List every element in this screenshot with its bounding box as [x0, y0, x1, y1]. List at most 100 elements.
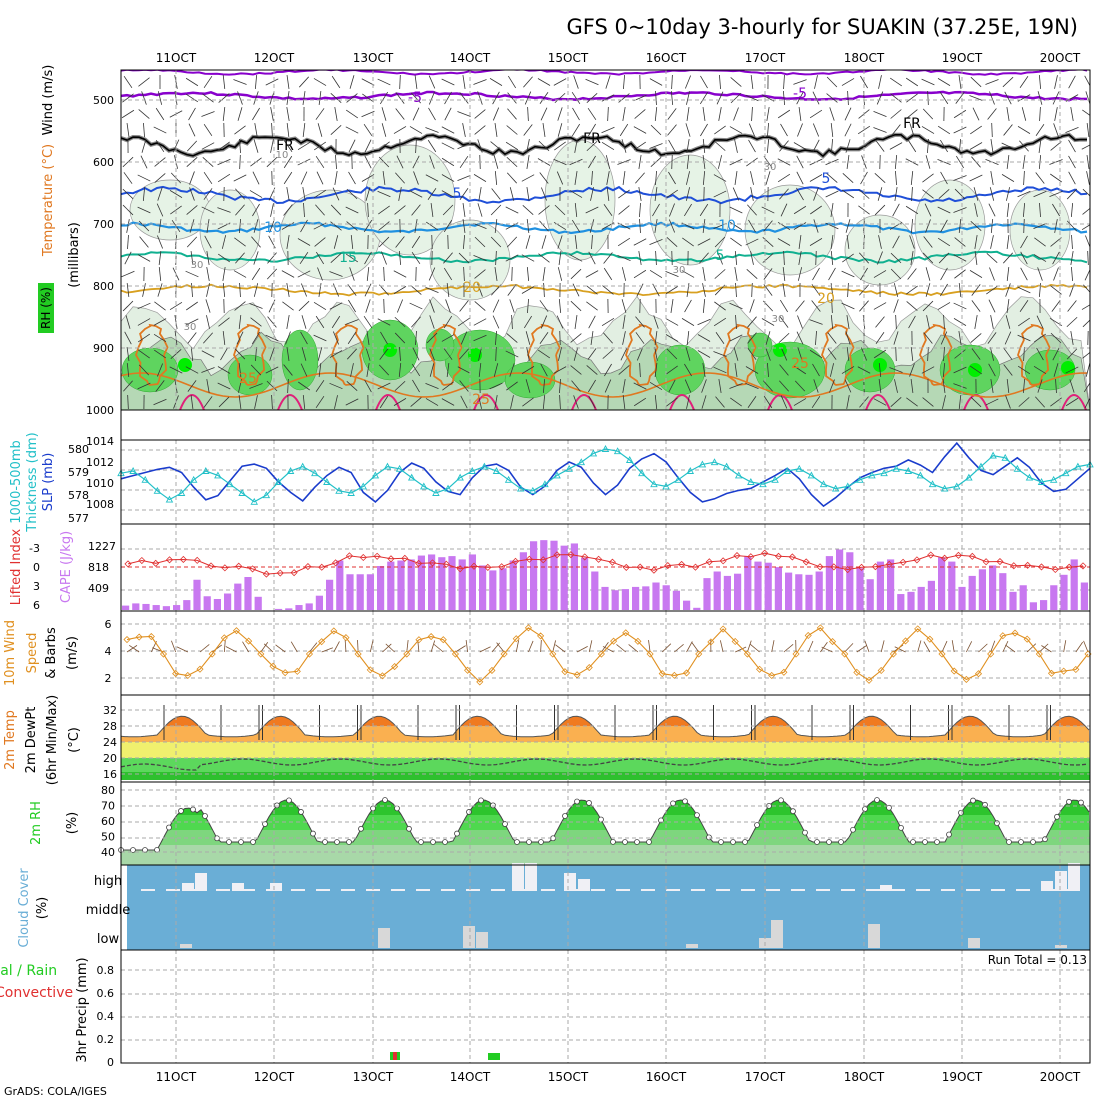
- wind-barb: [494, 267, 498, 281]
- ylabel-temp2m-3: (6hr Min/Max): [45, 695, 60, 785]
- wind-barb: [253, 283, 259, 297]
- wind10-marker: [646, 650, 654, 658]
- lifted-index-marker: [788, 553, 796, 561]
- wind-barb: [137, 174, 151, 182]
- wind10-barb: [455, 645, 466, 653]
- wind-barb: [909, 123, 915, 137]
- wind-barb: [953, 254, 967, 262]
- wind-barb: [779, 299, 789, 313]
- cloud-high-trace: [141, 889, 155, 891]
- lifted-index-marker: [401, 554, 409, 562]
- wind-barb: [953, 109, 967, 119]
- wind-barb: [938, 252, 950, 264]
- wind-barb: [251, 267, 261, 281]
- cape-bar: [377, 566, 385, 610]
- lifted-index-marker: [982, 558, 990, 566]
- rh2m-marker: [610, 838, 616, 845]
- wind-barb: [393, 126, 407, 134]
- wind-barb: [733, 347, 739, 361]
- wind-barb: [847, 282, 849, 298]
- wind-barb: [395, 172, 405, 184]
- wind-barb: [1020, 235, 1028, 249]
- cape-bar: [1009, 591, 1017, 610]
- wind-barb: [186, 301, 198, 311]
- lifted-index-marker: [913, 556, 921, 564]
- wind-barb: [234, 125, 246, 135]
- wind-barb: [926, 315, 930, 329]
- wind-barb: [331, 75, 341, 89]
- thickness-marker: [383, 462, 392, 470]
- wind-barb: [155, 107, 165, 121]
- cape-bar: [887, 559, 895, 610]
- wind-barb: [665, 270, 679, 278]
- wind-barb: [621, 139, 627, 153]
- wind-barb: [1034, 333, 1046, 343]
- wind10-barb: [1041, 645, 1052, 653]
- lifted-index-marker: [511, 557, 520, 565]
- wind-barb: [697, 350, 711, 358]
- wind-barb: [300, 363, 308, 377]
- ylabel-rh2m-unit: (%): [65, 812, 80, 835]
- wind-barb: [763, 380, 773, 392]
- wind-barb: [526, 187, 530, 201]
- cloud-high-trace: [391, 889, 405, 891]
- wind-barb: [574, 202, 578, 218]
- wind-barb: [777, 109, 791, 119]
- rh2m-marker: [958, 809, 964, 816]
- wind-barb: [153, 318, 167, 326]
- rh2m-marker: [1078, 799, 1084, 806]
- wind-barb: [410, 285, 422, 295]
- wind-barb: [793, 142, 807, 150]
- wind-barb: [541, 187, 547, 201]
- lifted-index-marker: [276, 569, 284, 577]
- wind-barb: [428, 75, 436, 89]
- rh-shading: [544, 139, 616, 261]
- wind-barb: [747, 332, 757, 344]
- cape-bar: [795, 574, 803, 610]
- wind-barb: [411, 363, 421, 377]
- thickness-marker: [601, 445, 610, 452]
- wind-barb: [249, 383, 263, 389]
- wind-barb: [494, 170, 498, 186]
- wind-barb: [827, 332, 837, 344]
- cloud-high-trace: [666, 889, 680, 891]
- wind-barb: [1018, 397, 1030, 407]
- wind-barb: [732, 187, 740, 201]
- wind-barb: [1005, 283, 1011, 297]
- wind-barb: [396, 299, 404, 313]
- wind-barb: [539, 172, 549, 184]
- rh2m-marker: [406, 825, 412, 832]
- wind10-barb: [465, 640, 469, 653]
- wind-barb: [617, 255, 631, 261]
- cape-bar: [948, 561, 956, 610]
- temp-bands: [121, 716, 1090, 780]
- wind-barb: [478, 363, 482, 377]
- wind-barb: [379, 284, 389, 296]
- ylabel-slp: SLP (mb): [41, 453, 56, 512]
- x-tick-label-bottom: 15OCT: [548, 1070, 589, 1084]
- cape-bar: [570, 543, 578, 610]
- wind-barb: [953, 366, 967, 374]
- wind-barb: [286, 315, 290, 329]
- rh2m-marker: [394, 805, 400, 812]
- wind-barb: [345, 398, 359, 406]
- wind-barb: [970, 396, 982, 408]
- thickness-marker: [977, 462, 985, 470]
- y-tick-thickness: 579: [68, 466, 89, 479]
- wind-barb: [793, 365, 807, 375]
- cloud-high-trace: [1016, 889, 1030, 891]
- wind-barb: [491, 284, 501, 296]
- wind-barb: [603, 267, 613, 281]
- y-tick-temp2m: 16: [103, 768, 117, 781]
- lifted-index-marker: [954, 551, 963, 559]
- wind-barb: [749, 299, 755, 313]
- wind10-marker: [950, 667, 958, 675]
- wind10-marker: [585, 663, 593, 672]
- wind-barb: [894, 379, 898, 393]
- temp-band: [121, 726, 1090, 742]
- wind10-barb: [894, 646, 906, 653]
- rh2m-marker: [322, 839, 328, 845]
- wind10-barb: [820, 642, 828, 653]
- wind-barb: [127, 234, 129, 250]
- contour-label: -5: [793, 86, 807, 102]
